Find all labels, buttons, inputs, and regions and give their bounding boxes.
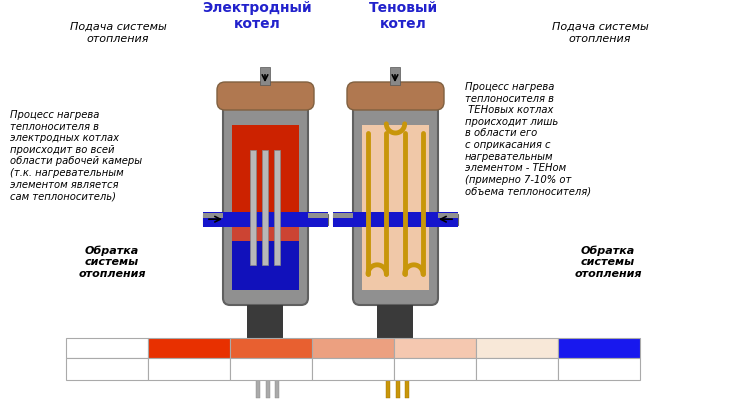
Bar [312, 338, 394, 358]
Bar [274, 150, 280, 265]
Bar [394, 338, 476, 358]
Text: Температура
теплоносителя: Температура теплоносителя [65, 358, 148, 380]
Bar [312, 358, 394, 380]
Bar [362, 125, 429, 290]
Bar [405, 375, 409, 398]
Bar [558, 338, 640, 358]
Text: 30°C: 30°C [502, 362, 532, 376]
FancyBboxPatch shape [223, 95, 308, 305]
Bar [203, 213, 223, 218]
Bar [476, 338, 558, 358]
Bar [230, 338, 312, 358]
Bar [203, 214, 223, 225]
FancyBboxPatch shape [347, 82, 444, 110]
FancyBboxPatch shape [373, 356, 417, 378]
Bar [396, 375, 400, 398]
Bar [66, 358, 148, 380]
Text: 50°C: 50°C [338, 362, 368, 376]
Bar [394, 358, 476, 380]
Bar [66, 338, 148, 358]
FancyBboxPatch shape [217, 82, 314, 110]
Bar [333, 214, 353, 225]
Bar [148, 338, 230, 358]
Text: Электродный
котел: Электродный котел [202, 1, 312, 31]
Text: 40°C: 40°C [419, 362, 451, 376]
Bar [203, 212, 328, 227]
Text: Подача системы
отопления: Подача системы отопления [70, 22, 166, 44]
Text: Обратка
системы
отопления: Обратка системы отопления [78, 245, 146, 279]
Bar [232, 240, 299, 290]
Bar [476, 358, 558, 380]
Bar [308, 214, 328, 225]
Bar [558, 358, 640, 380]
Bar [247, 305, 283, 360]
Bar [260, 67, 270, 85]
Bar [266, 375, 270, 398]
Bar [232, 125, 299, 221]
Bar [232, 221, 299, 240]
Text: Обратка
системы
отопления: Обратка системы отопления [574, 245, 642, 279]
Text: 20°C: 20°C [584, 362, 614, 376]
Bar [308, 213, 328, 218]
Bar [438, 214, 458, 225]
FancyBboxPatch shape [243, 356, 287, 378]
Bar [333, 212, 458, 227]
Text: 85°C: 85°C [173, 362, 205, 376]
Bar [262, 150, 268, 265]
FancyBboxPatch shape [353, 95, 438, 305]
Text: Процесс нагрева
теплоносителя в
 ТЕНовых котлах
происходит лишь
в области его
с : Процесс нагрева теплоносителя в ТЕНовых … [465, 82, 591, 196]
Text: Процесс нагрева
теплоносителя в
электродных котлах
происходит во всей
области ра: Процесс нагрева теплоносителя в электрод… [10, 110, 142, 201]
Bar [275, 375, 279, 398]
Bar [250, 150, 256, 265]
Bar [148, 358, 230, 380]
Bar [377, 305, 413, 360]
Bar [333, 213, 353, 218]
Text: Теновый
котел: Теновый котел [368, 1, 437, 31]
Bar [230, 358, 312, 380]
Bar [386, 375, 390, 398]
Bar [256, 375, 260, 398]
Bar [438, 213, 458, 218]
Text: Подача системы
отопления: Подача системы отопления [551, 22, 648, 44]
Bar [390, 67, 400, 85]
Text: 65°C: 65°C [256, 362, 286, 376]
